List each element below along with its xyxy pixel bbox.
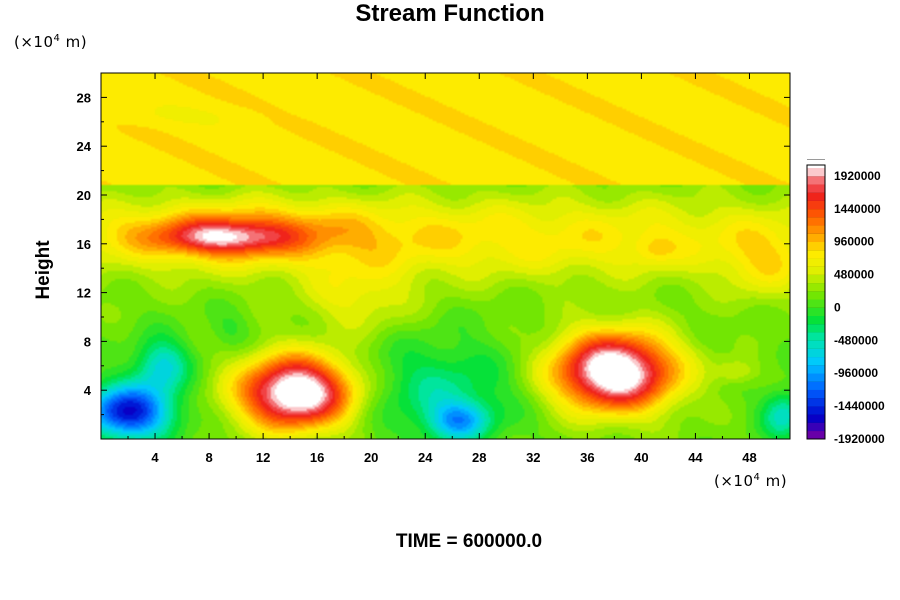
colorbar-segment — [807, 249, 825, 259]
x-tick-label: 48 — [742, 450, 756, 465]
colorbar-segment — [807, 192, 825, 201]
colorbar-segment — [807, 365, 825, 374]
colorbar-segment — [807, 258, 825, 267]
y-tick-label: 24 — [77, 139, 92, 154]
chart-title: Stream Function — [355, 0, 545, 27]
colorbar-segment — [807, 208, 825, 218]
plot-frame — [100, 72, 791, 440]
colorbar-segment — [807, 323, 825, 333]
y-tick-label: 28 — [77, 90, 91, 105]
x-tick-label: 36 — [580, 450, 594, 465]
colorbar-segment — [807, 307, 825, 316]
y-axis-unit: (×104 m) — [14, 33, 88, 51]
colorbar-segment — [807, 299, 825, 308]
colorbar-segment — [807, 167, 825, 177]
colorbar-tick-label: -480000 — [834, 333, 878, 347]
colorbar-frame — [806, 164, 826, 440]
y-tick-label: 12 — [77, 286, 91, 301]
colorbar-tick-label: 1440000 — [834, 202, 881, 216]
colorbar-tick-label: 1920000 — [834, 169, 881, 183]
colorbar-segment — [807, 381, 825, 390]
colorbar-segment — [807, 340, 825, 349]
x-tick-label: 20 — [364, 450, 378, 465]
colorbar-tick-label: -960000 — [834, 366, 878, 380]
colorbar-segment — [807, 266, 825, 275]
colorbar-tick-label: 0 — [834, 300, 841, 314]
colorbar-segment — [807, 184, 825, 193]
colorbar: 1920000 1440000 960000 480000 0 -480000 -96000… — [806, 159, 885, 446]
colorbar-segment — [807, 348, 825, 358]
x-tick-label: 44 — [688, 450, 703, 465]
x-axis-unit: (×104 m) — [714, 472, 788, 490]
colorbar-segment — [807, 389, 825, 399]
colorbar-segment — [807, 159, 825, 169]
colorbar-tick-label: 960000 — [834, 235, 874, 249]
colorbar-segment — [807, 233, 825, 243]
colorbar-segment — [807, 373, 825, 382]
colorbar-segment — [807, 291, 825, 300]
y-tick-label: 8 — [84, 334, 91, 349]
colorbar-segment — [807, 422, 825, 432]
colorbar-tick-label: 480000 — [834, 268, 874, 282]
colorbar-segment — [807, 332, 825, 341]
colorbar-segment — [807, 430, 825, 440]
x-tick-label: 12 — [256, 450, 270, 465]
y-tick-label: 20 — [77, 188, 91, 203]
time-label: TIME = 600000.0 — [395, 531, 543, 552]
colorbar-tick-label: -1920000 — [834, 432, 885, 446]
colorbar-segment — [807, 282, 825, 292]
x-tick-label: 16 — [310, 450, 324, 465]
colorbar-segment — [807, 241, 825, 251]
colorbar-segment — [807, 200, 825, 210]
x-tick-label: 8 — [205, 450, 212, 465]
x-tick-label: 24 — [418, 450, 433, 465]
y-tick-label: 16 — [77, 237, 91, 252]
y-tick-label: 4 — [84, 383, 92, 398]
colorbar-segment — [807, 414, 825, 423]
x-tick-label: 28 — [472, 450, 486, 465]
colorbar-segment — [807, 225, 825, 234]
colorbar-segment — [807, 217, 825, 226]
x-tick-label: 40 — [634, 450, 648, 465]
colorbar-segment — [807, 397, 825, 407]
x-tick-label: 32 — [526, 450, 540, 465]
colorbar-tick-label: -1440000 — [834, 399, 885, 413]
colorbar-segment — [807, 315, 825, 325]
x-tick-label: 4 — [151, 450, 159, 465]
colorbar-segment — [807, 406, 825, 415]
stream-function-field — [101, 73, 790, 439]
colorbar-segment — [807, 356, 825, 366]
colorbar-segment — [807, 175, 825, 185]
colorbar-segment — [807, 274, 825, 284]
